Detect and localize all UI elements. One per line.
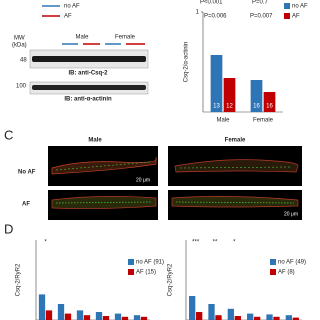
legend-label: AF (15) [136, 270, 156, 276]
legend-label: AF [292, 14, 300, 20]
bar [140, 316, 148, 320]
cell-stain [55, 201, 153, 204]
x-tick-label: Male [216, 118, 230, 124]
n-label: 16 [266, 104, 273, 110]
bar [210, 55, 223, 112]
annotation: P=0.7 [252, 0, 269, 6]
bar [292, 317, 299, 320]
mw-marker: 48 [20, 58, 27, 64]
mw-label: MW [14, 36, 25, 42]
bar [247, 313, 254, 320]
bar [64, 313, 72, 320]
bar [223, 78, 236, 112]
antibody-label: IB: anti-α-actinin [64, 97, 112, 103]
legend-label: no AF [64, 4, 80, 10]
bar [250, 80, 263, 112]
cell [171, 196, 299, 208]
n-label: 16 [253, 104, 260, 110]
bar [121, 316, 129, 320]
legend-swatch [128, 259, 134, 265]
y-axis-label: Csq-2/α-actinin [184, 42, 190, 82]
cell-stain [179, 166, 293, 169]
bar [83, 315, 91, 320]
bar [189, 296, 196, 320]
y-tick-label: 1 [196, 10, 200, 16]
bar [273, 316, 280, 320]
bar [95, 312, 103, 320]
annotation: P<0.001 [200, 0, 223, 6]
bar [234, 316, 241, 320]
legend-swatch [284, 13, 290, 19]
panel-label: D [4, 221, 13, 236]
bar [208, 304, 215, 320]
bar [215, 315, 222, 320]
bar [133, 315, 141, 320]
legend-label: no AF [292, 4, 308, 10]
legend-swatch [128, 269, 134, 275]
mw-marker: 100 [16, 84, 27, 90]
annotation: * [44, 240, 47, 246]
legend-swatch [270, 259, 276, 265]
annotation: P=0.007 [250, 14, 273, 20]
bar [102, 316, 110, 320]
blot-band [32, 85, 146, 90]
column-label: Female [225, 138, 246, 144]
y-axis-label: Csq-2/RyR2 [168, 263, 174, 296]
y-axis-label: Csq-2/RyR2 [16, 263, 22, 296]
panel-label: C [4, 127, 13, 142]
bar [45, 310, 53, 320]
legend-label: AF [64, 14, 72, 20]
bar [285, 315, 292, 320]
bar [196, 312, 203, 320]
bar [227, 308, 234, 320]
row-label: No AF [18, 170, 36, 176]
n-label: 12 [226, 104, 233, 110]
column-label: Male [88, 138, 102, 144]
cell [174, 159, 299, 173]
bar [254, 316, 261, 320]
legend-label: no AF (91) [136, 260, 164, 266]
bar [266, 314, 273, 320]
legend-label: no AF (49) [278, 260, 306, 266]
group-label: Female [115, 35, 136, 41]
bar [38, 294, 46, 320]
blot-band [32, 56, 146, 62]
row-label: AF [22, 202, 30, 208]
annotation: ** [213, 240, 218, 246]
scale-bar: 20 μm [136, 177, 150, 183]
annotation: P=0.006 [204, 14, 227, 20]
bar [57, 304, 65, 320]
annotation: * [233, 240, 236, 246]
mw-label: (kDa) [12, 43, 27, 49]
antibody-label: IB: anti-Csq-2 [69, 71, 109, 77]
legend-swatch [284, 3, 290, 9]
legend-label: AF (8) [278, 270, 295, 276]
n-label: 13 [213, 104, 220, 110]
annotation: *** [192, 240, 200, 246]
bar [263, 92, 276, 112]
scale-bar: 20 μm [284, 211, 298, 217]
bar [114, 313, 122, 320]
x-tick-label: Female [253, 118, 274, 124]
legend-swatch [270, 269, 276, 275]
bar [76, 310, 84, 320]
group-label: Male [75, 35, 89, 41]
